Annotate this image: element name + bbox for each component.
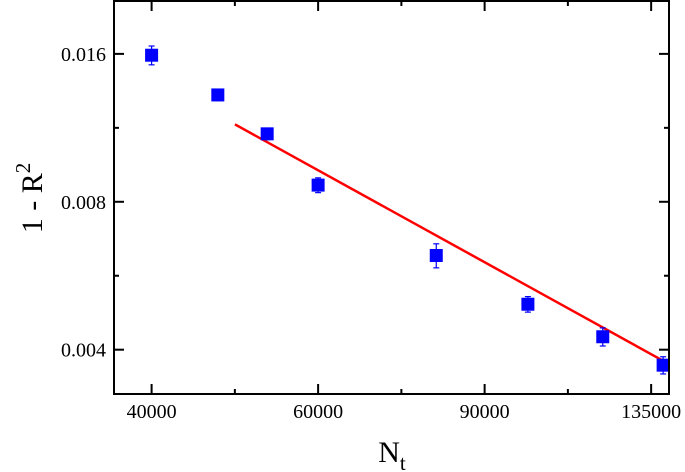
- x-axis-label: Nt: [378, 436, 406, 472]
- data-point: [211, 88, 225, 102]
- data-point: [429, 248, 443, 262]
- y-tick-label: 0.008: [61, 192, 106, 214]
- y-axis-label-main: 1 - R: [16, 173, 49, 233]
- x-axis-label-subscript: t: [400, 451, 406, 472]
- x-tick-label: 40000: [127, 401, 177, 423]
- y-tick-label: 0.004: [61, 340, 106, 362]
- data-point: [145, 48, 159, 62]
- data-point: [656, 358, 670, 372]
- x-tick-label: 90000: [460, 401, 510, 423]
- data-point: [521, 297, 535, 311]
- x-tick-label: 135000: [621, 401, 681, 423]
- data-point: [260, 127, 274, 141]
- y-axis-label-superscript: 2: [11, 163, 35, 174]
- plot-frame: [113, 0, 670, 395]
- y-tick-label: 0.016: [61, 44, 106, 66]
- x-axis-label-main: N: [378, 436, 400, 469]
- x-tick-label: 60000: [293, 401, 343, 423]
- fit-line: [234, 123, 670, 366]
- data-point: [311, 178, 325, 192]
- chart-marks: [145, 45, 670, 375]
- y-axis-label: 1 - R2: [11, 163, 49, 234]
- axes: 40000 60000 90000 135000 0.004 0.008 0.016: [61, 1, 681, 423]
- data-point: [596, 330, 610, 344]
